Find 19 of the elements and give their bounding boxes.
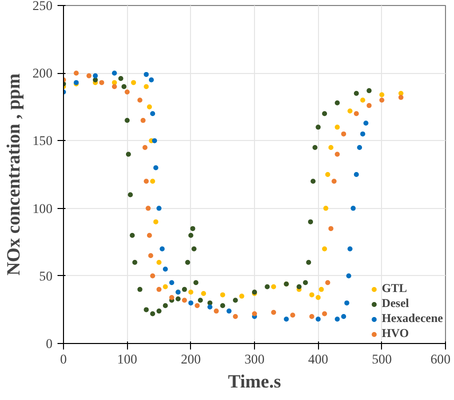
x-tick-label: 0 <box>60 352 68 366</box>
x-tick-label: 500 <box>372 352 392 366</box>
legend-label: GTL <box>382 281 408 296</box>
y-tick-label: 150 <box>32 133 53 148</box>
y-tick-label: 250 <box>32 0 53 13</box>
x-axis-title: Time.s <box>228 372 282 392</box>
y-tick-label: 0 <box>46 336 53 351</box>
x-tick-label: 300 <box>244 352 265 366</box>
y-tick-label: 50 <box>39 268 53 284</box>
legend-label: HVO <box>382 326 409 341</box>
x-tick-label: 600 <box>430 352 451 366</box>
y-tick-label: 100 <box>32 200 53 216</box>
y-tick-label: 200 <box>32 66 53 81</box>
x-tick-label: 200 <box>180 352 202 366</box>
x-tick-label: 400 <box>308 352 328 366</box>
legend-label: Desel <box>382 296 410 311</box>
x-tick-label: 100 <box>117 352 138 366</box>
y-axis-title: NOx concentration , ppm <box>4 72 25 276</box>
legend-label: Hexadecene <box>382 311 443 326</box>
